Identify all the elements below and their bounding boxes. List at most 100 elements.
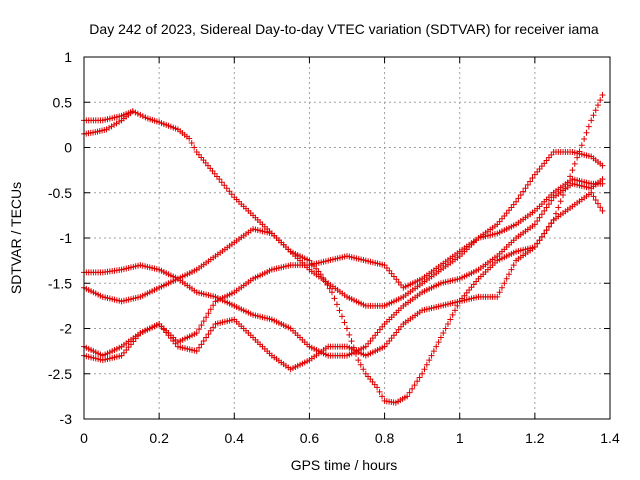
data-marker bbox=[449, 311, 456, 318]
data-marker bbox=[338, 313, 345, 320]
data-marker bbox=[196, 344, 203, 351]
data-marker bbox=[132, 109, 139, 116]
data-marker bbox=[569, 167, 576, 174]
y-tick-label: 0.5 bbox=[53, 94, 73, 110]
data-marker bbox=[437, 334, 444, 341]
data-marker bbox=[522, 185, 529, 192]
x-tick-label: 0.2 bbox=[149, 430, 169, 446]
data-marker bbox=[414, 378, 421, 385]
data-marker bbox=[599, 92, 606, 99]
data-marker bbox=[406, 389, 413, 396]
data-marker bbox=[534, 218, 541, 225]
data-marker bbox=[198, 341, 205, 348]
data-marker bbox=[555, 204, 562, 211]
data-marker bbox=[599, 176, 606, 183]
data-marker bbox=[508, 266, 515, 273]
data-marker bbox=[203, 334, 210, 341]
y-tick-label: -3 bbox=[60, 411, 73, 427]
data-marker bbox=[428, 352, 435, 359]
data-marker bbox=[498, 284, 505, 291]
data-marker bbox=[344, 325, 350, 332]
data-marker bbox=[205, 331, 212, 338]
data-points bbox=[81, 92, 606, 406]
x-tick-label: 1.4 bbox=[600, 430, 620, 446]
plot-frame bbox=[83, 56, 611, 420]
data-marker bbox=[597, 204, 604, 211]
data-marker bbox=[442, 325, 449, 332]
data-marker bbox=[205, 310, 212, 317]
data-marker bbox=[357, 361, 364, 368]
data-marker bbox=[421, 366, 428, 373]
data-marker bbox=[404, 393, 411, 400]
data-marker bbox=[142, 114, 149, 121]
data-marker bbox=[326, 285, 333, 292]
data-marker bbox=[210, 324, 217, 331]
data-marker bbox=[515, 195, 522, 202]
data-marker bbox=[207, 327, 214, 334]
data-marker bbox=[588, 117, 595, 124]
axis-ticks: 0 0.2 0.4 0.6 0.8 1 1.2 1.4 1 0.5 0 -0.5 -1 -1.5 -2 -2.… bbox=[48, 49, 620, 446]
data-marker bbox=[210, 302, 217, 309]
data-marker bbox=[496, 289, 503, 296]
data-marker bbox=[599, 162, 606, 169]
y-tick-label: -1.5 bbox=[48, 275, 72, 291]
data-marker bbox=[543, 227, 550, 234]
data-marker bbox=[348, 338, 355, 345]
data-marker bbox=[581, 136, 588, 143]
data-marker bbox=[374, 384, 381, 391]
data-marker bbox=[426, 357, 433, 364]
series-1 bbox=[81, 92, 606, 406]
data-marker bbox=[331, 295, 338, 302]
data-marker bbox=[506, 271, 513, 278]
data-marker bbox=[203, 314, 210, 321]
data-marker bbox=[188, 139, 195, 146]
data-marker bbox=[139, 113, 146, 120]
data-marker bbox=[538, 211, 545, 218]
data-marker bbox=[510, 262, 517, 269]
chart-title: Day 242 of 2023, Sidereal Day-to-day VTE… bbox=[89, 21, 599, 37]
data-marker bbox=[129, 108, 136, 115]
data-marker bbox=[341, 319, 348, 326]
data-marker bbox=[536, 237, 543, 244]
x-tick-label: 0.6 bbox=[300, 430, 320, 446]
data-marker bbox=[538, 233, 545, 240]
data-marker bbox=[226, 188, 233, 195]
data-marker bbox=[592, 107, 599, 114]
data-marker bbox=[545, 201, 552, 208]
data-marker bbox=[336, 307, 343, 314]
series-2 bbox=[81, 149, 606, 309]
data-marker bbox=[494, 293, 501, 300]
y-tick-label: -2.5 bbox=[48, 366, 72, 382]
data-marker bbox=[501, 280, 508, 287]
data-marker bbox=[134, 110, 141, 117]
x-axis-label: GPS time / hours bbox=[291, 457, 398, 473]
data-marker bbox=[444, 320, 451, 327]
grid bbox=[84, 57, 610, 419]
data-marker bbox=[379, 393, 386, 400]
data-marker bbox=[200, 337, 207, 344]
data-marker bbox=[355, 357, 362, 364]
data-marker bbox=[541, 207, 548, 214]
data-marker bbox=[548, 197, 555, 204]
data-marker bbox=[520, 188, 527, 195]
series-5 bbox=[81, 176, 606, 359]
data-marker bbox=[218, 179, 225, 186]
data-marker bbox=[452, 307, 459, 314]
data-marker bbox=[376, 388, 383, 395]
data-marker bbox=[513, 198, 520, 205]
data-marker bbox=[543, 204, 550, 211]
x-tick-label: 1.2 bbox=[525, 430, 545, 446]
data-marker bbox=[191, 144, 198, 151]
data-marker bbox=[228, 191, 235, 198]
data-marker bbox=[594, 200, 601, 207]
data-marker bbox=[534, 240, 541, 247]
data-marker bbox=[524, 181, 531, 188]
data-marker bbox=[590, 112, 597, 119]
data-marker bbox=[328, 289, 335, 296]
data-marker bbox=[548, 220, 555, 227]
data-marker bbox=[416, 374, 423, 381]
data-marker bbox=[333, 301, 340, 308]
data-marker bbox=[594, 102, 601, 109]
data-marker bbox=[597, 97, 604, 104]
